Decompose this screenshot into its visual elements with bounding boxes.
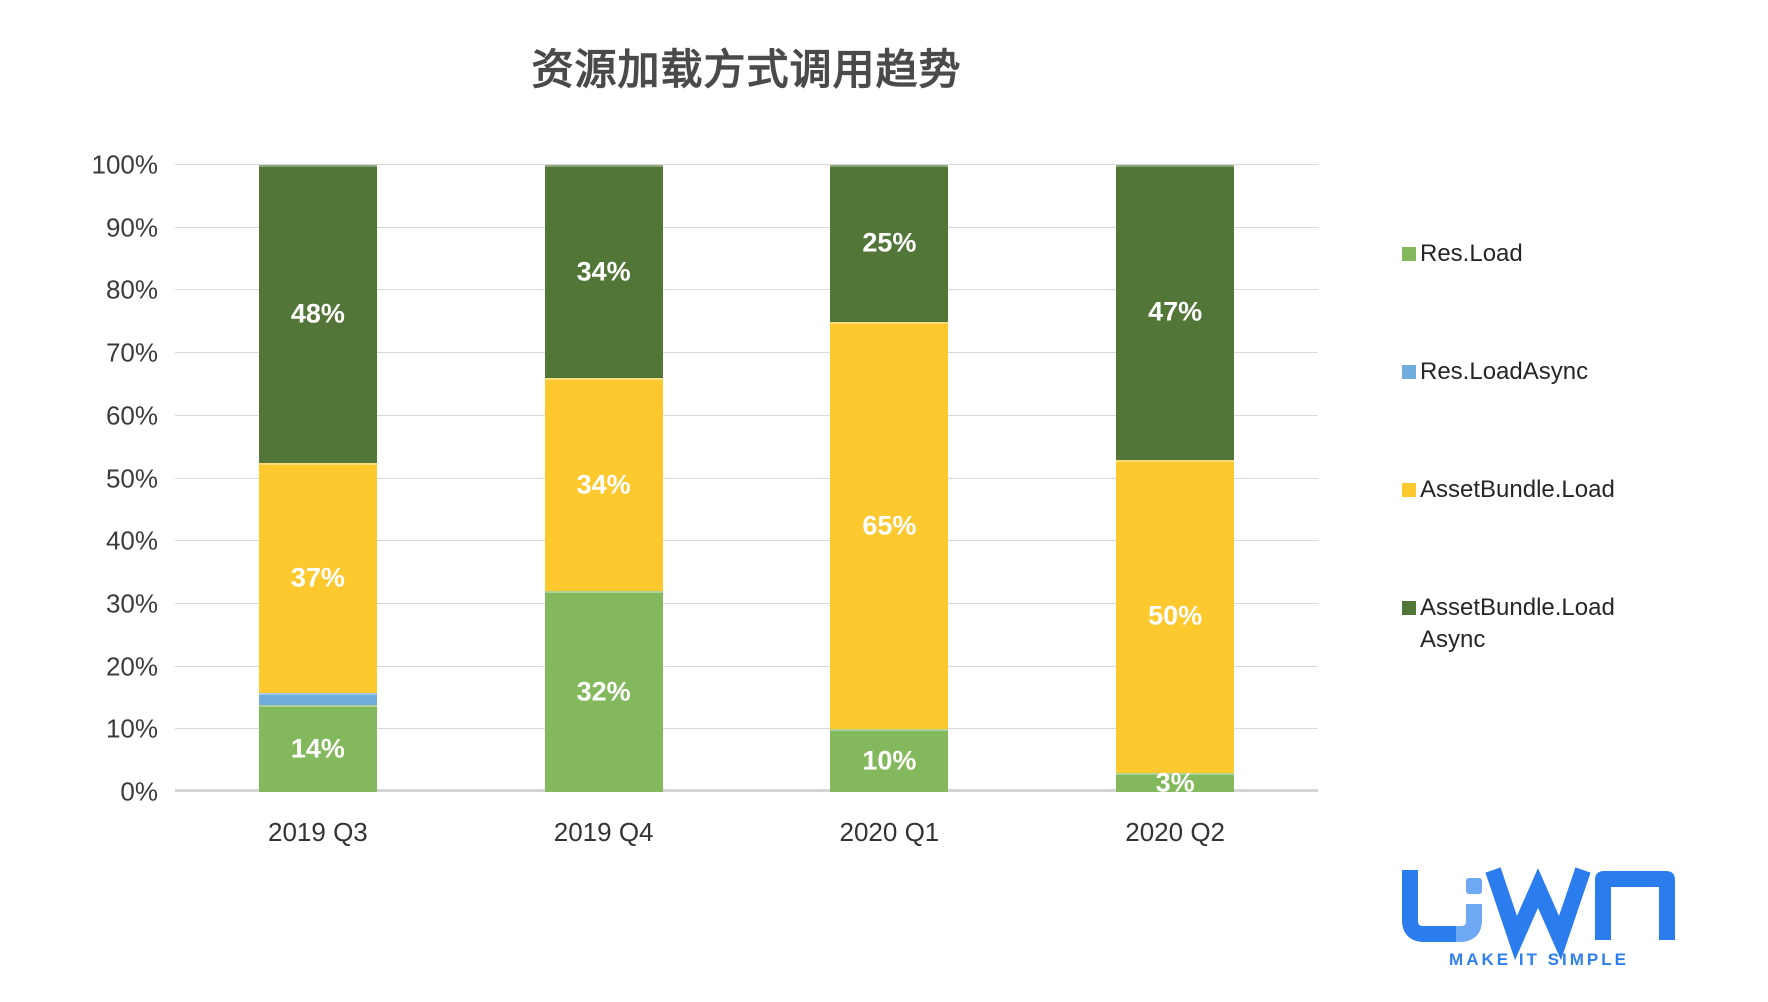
- bar-column: 3% 50% 47%: [1032, 165, 1318, 797]
- bar-segment: 34%: [544, 165, 663, 379]
- x-axis-category-label: 2019 Q4: [553, 817, 654, 847]
- gridline: [175, 602, 1318, 604]
- bar-column: 32% 34% 34%: [461, 165, 747, 792]
- gridline: [175, 665, 1318, 667]
- bar-segment: 3%: [1116, 767, 1235, 797]
- legend-item: Res.Load: [1402, 238, 1523, 270]
- plot-area: 14% 37% 48% 32% 34% 34% 10% 65% 25% 3% 50% 47%: [175, 164, 1318, 797]
- bar-segment: 34%: [544, 378, 663, 592]
- legend-item: AssetBundle.Load Async: [1402, 592, 1615, 656]
- gridline: [175, 414, 1318, 416]
- gridline: [175, 352, 1318, 354]
- bar-column: 14% 37% 48%: [175, 165, 461, 792]
- y-axis-tick-label: 80%: [105, 274, 158, 305]
- bar-segment-label: 3%: [1155, 767, 1195, 798]
- logo-letter-l: [1402, 870, 1456, 942]
- bar-segment: 25%: [830, 165, 949, 322]
- y-axis-tick-label: 100%: [91, 149, 159, 180]
- logo-mark: [1402, 867, 1675, 961]
- y-axis-tick-label: 60%: [105, 400, 158, 431]
- stacked-bar: 32% 34% 34%: [544, 165, 663, 792]
- y-axis-tick-label: 90%: [105, 212, 158, 243]
- bar-segment: 48%: [258, 165, 377, 463]
- bar-segment-label: 47%: [1148, 296, 1203, 327]
- logo-letter-w: [1485, 867, 1591, 961]
- legend-label: Res.Load: [1420, 240, 1523, 267]
- legend-swatch: [1402, 247, 1416, 261]
- gridline: [175, 226, 1318, 228]
- bar-segment-label: 37%: [290, 562, 345, 593]
- logo-letter-i-dot: [1466, 878, 1482, 894]
- bar-segment-label: 50%: [1148, 600, 1203, 631]
- bar-segment-label: 25%: [862, 227, 917, 258]
- chart-title: 资源加载方式调用趋势: [531, 46, 962, 93]
- liwa-logo: MAKE IT SIMPLE: [1402, 867, 1675, 969]
- legend-swatch: [1402, 483, 1416, 497]
- stacked-bar: 3% 50% 47%: [1116, 165, 1235, 797]
- gridline: [175, 728, 1318, 730]
- bar-segment: 32%: [544, 591, 663, 792]
- y-axis-tick-label: 40%: [105, 525, 158, 556]
- bar-segment-label: 65%: [862, 510, 917, 541]
- y-axis-tick-label: 30%: [105, 588, 158, 619]
- bar-segment: 14%: [258, 705, 377, 792]
- y-axis-tick-label: 70%: [105, 337, 158, 368]
- legend-swatch: [1402, 601, 1416, 615]
- bar-segment-label: 10%: [862, 745, 917, 776]
- y-axis-tick-label: 0%: [120, 776, 158, 807]
- bar-segment: 65%: [830, 321, 949, 730]
- bar-segment-label: 34%: [576, 256, 631, 287]
- y-axis-tick-label: 20%: [105, 651, 158, 682]
- legend-label: AssetBundle.Load Async: [1420, 594, 1615, 653]
- bar-segment-label: 48%: [290, 298, 345, 329]
- bar-segment-label: 34%: [576, 469, 631, 500]
- bar-segment: 50%: [1116, 459, 1235, 774]
- bar-segment: 37%: [258, 463, 377, 693]
- stacked-bar: 14% 37% 48%: [258, 165, 377, 792]
- bar-segment: 10%: [830, 729, 949, 792]
- legend-label: AssetBundle.Load: [1420, 476, 1615, 503]
- y-axis-tick-label: 50%: [105, 463, 158, 493]
- gridline: [175, 289, 1318, 291]
- y-axis-tick-label: 10%: [105, 713, 158, 744]
- legend-item: Res.LoadAsync: [1402, 356, 1588, 388]
- gridline: [175, 164, 1318, 165]
- bar-segment-label: 14%: [290, 733, 345, 764]
- logo-letter-a: [1595, 871, 1675, 940]
- legend-item: AssetBundle.Load: [1402, 474, 1615, 506]
- logo-tagline: MAKE IT SIMPLE: [1449, 950, 1629, 969]
- gridline: [175, 477, 1318, 479]
- legend-swatch: [1402, 365, 1416, 379]
- bar-segment: 47%: [1116, 165, 1235, 460]
- x-axis-line: [175, 789, 1318, 792]
- bar-segment: [258, 692, 377, 706]
- x-axis-category-label: 2019 Q3: [268, 817, 368, 847]
- legend-label: Res.LoadAsync: [1420, 358, 1589, 385]
- gridline: [175, 540, 1318, 542]
- x-axis-category-label: 2020 Q2: [1125, 817, 1225, 847]
- x-axis-category-label: 2020 Q1: [839, 817, 940, 847]
- bar-column: 10% 65% 25%: [747, 165, 1033, 792]
- stacked-bar: 10% 65% 25%: [830, 165, 949, 792]
- logo-letter-i-curve: [1456, 904, 1482, 942]
- bar-segment-label: 32%: [576, 676, 631, 707]
